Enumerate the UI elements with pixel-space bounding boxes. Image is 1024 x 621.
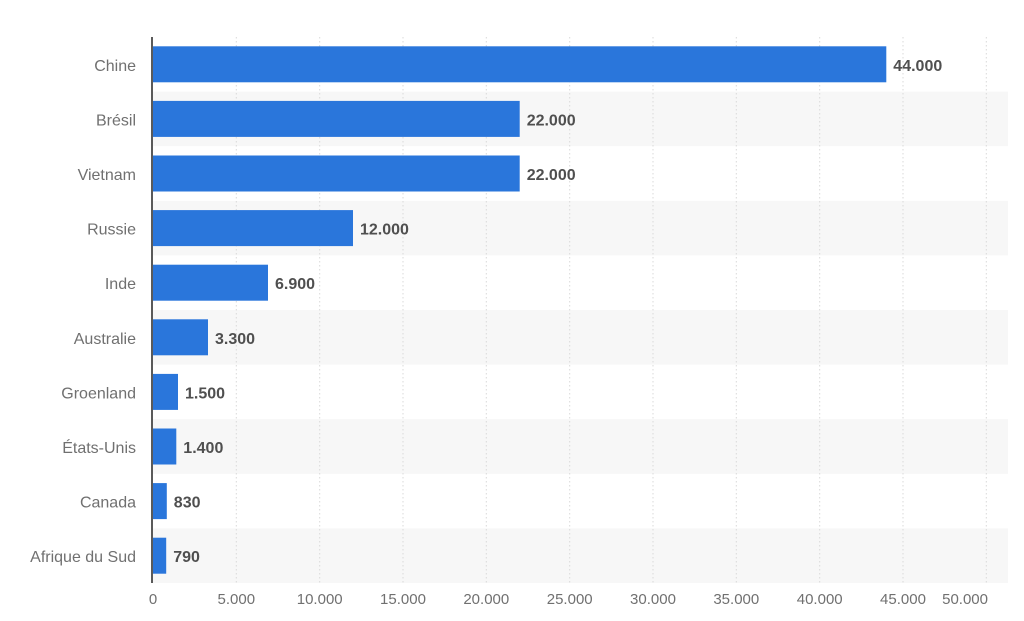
svg-text:20.000: 20.000 (463, 591, 509, 608)
svg-text:Groenland: Groenland (61, 385, 136, 402)
svg-text:3.300: 3.300 (215, 331, 255, 348)
svg-text:0: 0 (149, 591, 157, 608)
svg-text:40.000: 40.000 (797, 591, 843, 608)
svg-text:12.000: 12.000 (360, 222, 409, 239)
svg-text:830: 830 (174, 495, 201, 512)
svg-text:15.000: 15.000 (380, 591, 426, 608)
svg-text:Vietnam: Vietnam (78, 167, 136, 184)
svg-text:Australie: Australie (74, 331, 136, 348)
svg-text:35.000: 35.000 (713, 591, 759, 608)
svg-text:30.000: 30.000 (630, 591, 676, 608)
svg-text:22.000: 22.000 (527, 167, 576, 184)
svg-text:5.000: 5.000 (218, 591, 256, 608)
svg-text:Inde: Inde (105, 276, 136, 293)
svg-text:50.000: 50.000 (942, 591, 988, 608)
svg-text:10.000: 10.000 (297, 591, 343, 608)
svg-text:45.000: 45.000 (880, 591, 926, 608)
svg-text:44.000: 44.000 (893, 58, 942, 75)
svg-text:1.400: 1.400 (183, 440, 223, 457)
svg-text:1.500: 1.500 (185, 385, 225, 402)
svg-text:25.000: 25.000 (547, 591, 593, 608)
svg-text:Canada: Canada (80, 495, 136, 512)
svg-text:Chine: Chine (94, 58, 136, 75)
svg-text:Afrique du Sud: Afrique du Sud (30, 549, 136, 566)
svg-text:Russie: Russie (87, 222, 136, 239)
svg-text:États-Unis: États-Unis (62, 438, 136, 457)
svg-text:22.000: 22.000 (527, 112, 576, 129)
svg-text:6.900: 6.900 (275, 276, 315, 293)
svg-text:Brésil: Brésil (96, 112, 136, 129)
svg-text:790: 790 (173, 549, 200, 566)
